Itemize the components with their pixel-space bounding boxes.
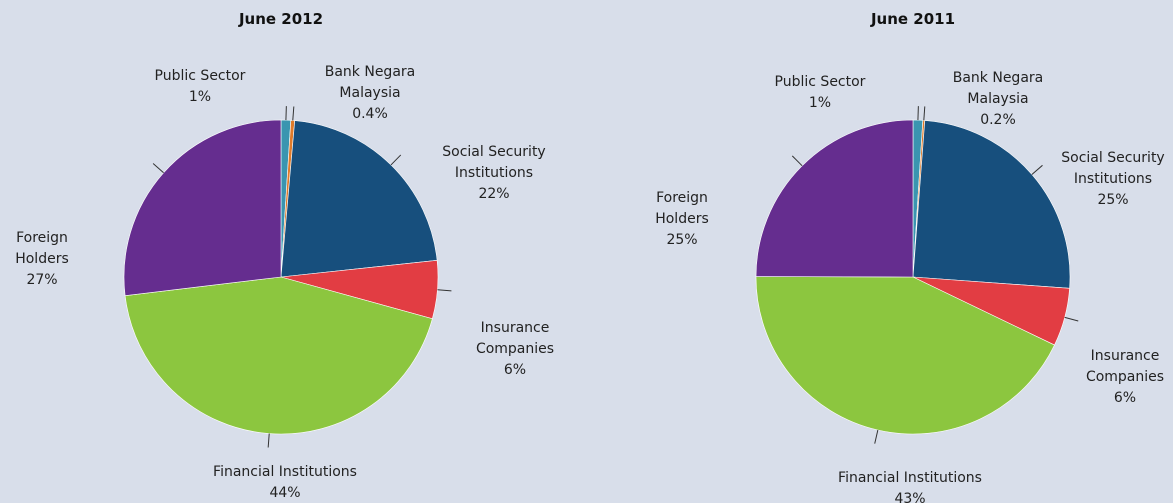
slice-name: Foreign Holders [15,230,69,267]
pie-slice [123,119,282,296]
leader-line [390,154,402,166]
slice-name: Insurance Companies [475,320,555,357]
leader-line [874,429,879,444]
chart-title: June 2012 [238,10,324,28]
pie-slice [280,120,438,278]
slice-value: 25% [666,232,698,248]
leader-line [791,155,803,167]
slice-value: 44% [269,485,301,501]
slice-value: 22% [478,186,510,202]
slice-label: Bank Negara Malaysia 0.2% [943,68,1053,131]
slice-name: Public Sector [154,68,246,84]
pie-slice [912,120,1071,289]
slice-label: Public Sector 1% [755,72,885,114]
slice-label: Bank Negara Malaysia 0.4% [315,62,425,125]
slice-label: Insurance Companies 6% [460,318,570,381]
slice-label: Financial Institutions 44% [175,462,395,503]
slice-name: Financial Institutions [838,470,982,486]
slice-name: Bank Negara Malaysia [324,64,416,101]
slice-name: Insurance Companies [1085,348,1165,385]
slice-label: Financial Institutions 43% [800,468,1020,503]
slice-value: 1% [188,89,212,105]
slice-name: Bank Negara Malaysia [952,70,1044,107]
leader-line [152,163,164,174]
slice-name: Foreign Holders [655,190,709,227]
leader-line [292,106,295,121]
slice-name: Social Security Institutions [442,144,546,181]
slice-label: Social Security Institutions 22% [439,142,549,205]
slice-label: Insurance Companies 6% [1070,346,1173,409]
slice-value: 0.4% [352,106,388,122]
slice-label: Public Sector 1% [135,66,265,108]
leader-line [1064,316,1079,322]
slice-label: Social Security Institutions 25% [1058,148,1168,211]
leader-line [1031,164,1043,175]
leader-line [267,433,270,448]
pie-slice [755,119,914,278]
chart-title: June 2011 [870,10,956,28]
slice-name: Public Sector [774,74,866,90]
slice-value: 1% [808,95,832,111]
slice-label: Foreign Holders 25% [647,188,717,251]
slice-value: 25% [1097,192,1129,208]
pie-slice [124,276,433,435]
leader-line [437,289,452,292]
slice-name: Social Security Institutions [1061,150,1165,187]
leader-line [923,106,926,121]
slice-name: Financial Institutions [213,464,357,480]
slice-label: Foreign Holders 27% [7,228,77,291]
slice-value: 43% [894,491,926,503]
slice-value: 6% [1113,390,1137,406]
slice-value: 27% [26,272,58,288]
slice-value: 0.2% [980,112,1016,128]
slice-value: 6% [503,362,527,378]
pie-slice [755,276,1055,435]
